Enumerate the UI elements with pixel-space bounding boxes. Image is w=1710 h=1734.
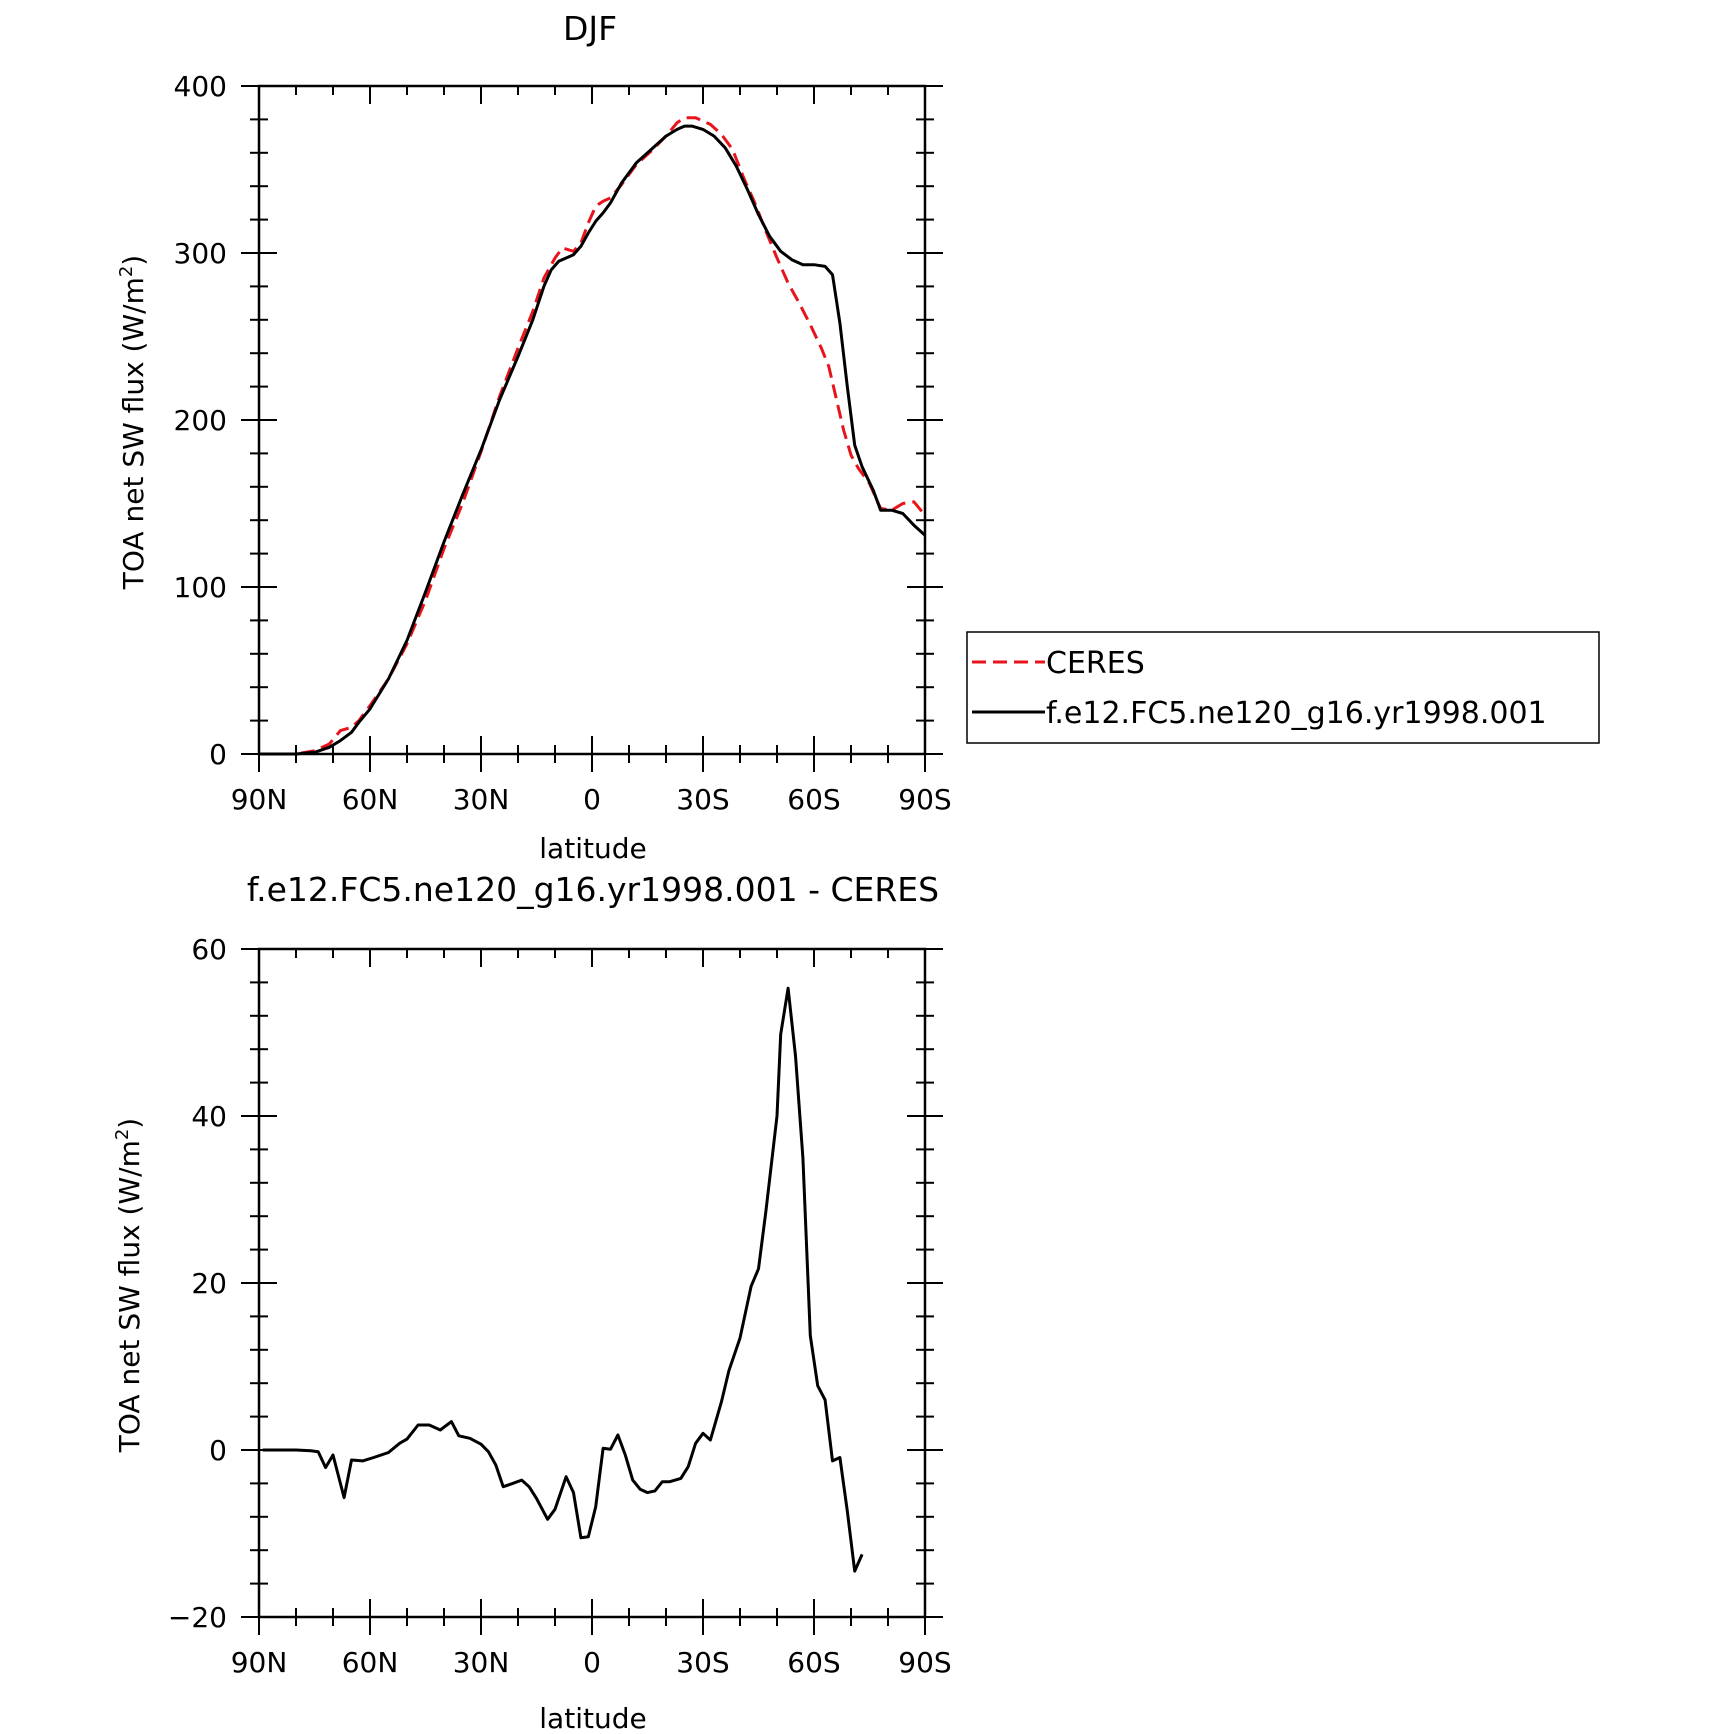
y-tick-label: 200 [174,404,227,437]
y-tick-label: −20 [168,1601,227,1634]
x-tick-label: 90N [231,1646,288,1679]
y-tick-label: 300 [174,237,227,270]
series-line-difference [262,986,864,1573]
x-tick-label: 60N [342,783,399,816]
y-axis-label: TOA net SW flux (W/m2) [112,1118,146,1453]
x-tick-label: 90S [898,1646,951,1679]
y-axis-label-close: ) [113,1118,146,1129]
y-tick-label: 400 [174,70,227,103]
chart-title: DJF [563,9,617,48]
y-axis-label-superscript: 2 [116,266,137,277]
y-tick-label: 100 [174,571,227,604]
y-axis-label: TOA net SW flux (W/m2) [116,255,150,590]
x-tick-label: 30N [453,783,510,816]
x-tick-label: 60N [342,1646,399,1679]
x-tick-label: 30S [676,783,729,816]
x-tick-label: 60S [787,783,840,816]
series-line-f-e12-fc5-ne120-g16-yr1998-001 [259,124,927,756]
y-axis-label-main: TOA net SW flux (W/m [117,277,150,590]
y-tick-label: 0 [209,738,227,771]
legend: CERES f.e12.FC5.ne120_g16.yr1998.001 [966,631,1600,744]
panel-top-djf: DJF latitude TOA net SW flux (W/m2) CERE… [116,9,1600,865]
x-tick-label: 60S [787,1646,840,1679]
y-axis-label-superscript: 2 [112,1129,133,1140]
x-axis-label: latitude [539,832,646,865]
x-tick-label: 90S [898,783,951,816]
y-tick-label: 60 [191,933,227,966]
legend-label-ceres: CERES [1046,646,1145,681]
legend-label-model: f.e12.FC5.ne120_g16.yr1998.001 [1046,696,1547,731]
panel-bottom-difference: f.e12.FC5.ne120_g16.yr1998.001 - CERES l… [112,870,952,1734]
y-tick-label: 40 [191,1100,227,1133]
plot-frame [257,84,927,756]
x-tick-label: 30S [676,1646,729,1679]
y-tick-label: 0 [209,1434,227,1467]
x-tick-label: 0 [583,783,601,816]
x-axis-label: latitude [539,1702,646,1734]
series-line-ceres [259,116,927,756]
y-axis-label-close: ) [117,255,150,266]
y-axis-label-main: TOA net SW flux (W/m [113,1140,146,1453]
y-tick-label: 20 [191,1267,227,1300]
x-tick-label: 0 [583,1646,601,1679]
x-tick-label: 90N [231,783,288,816]
x-tick-label: 30N [453,1646,510,1679]
chart-title: f.e12.FC5.ne120_g16.yr1998.001 - CERES [247,870,939,909]
legend-box [966,631,1600,744]
